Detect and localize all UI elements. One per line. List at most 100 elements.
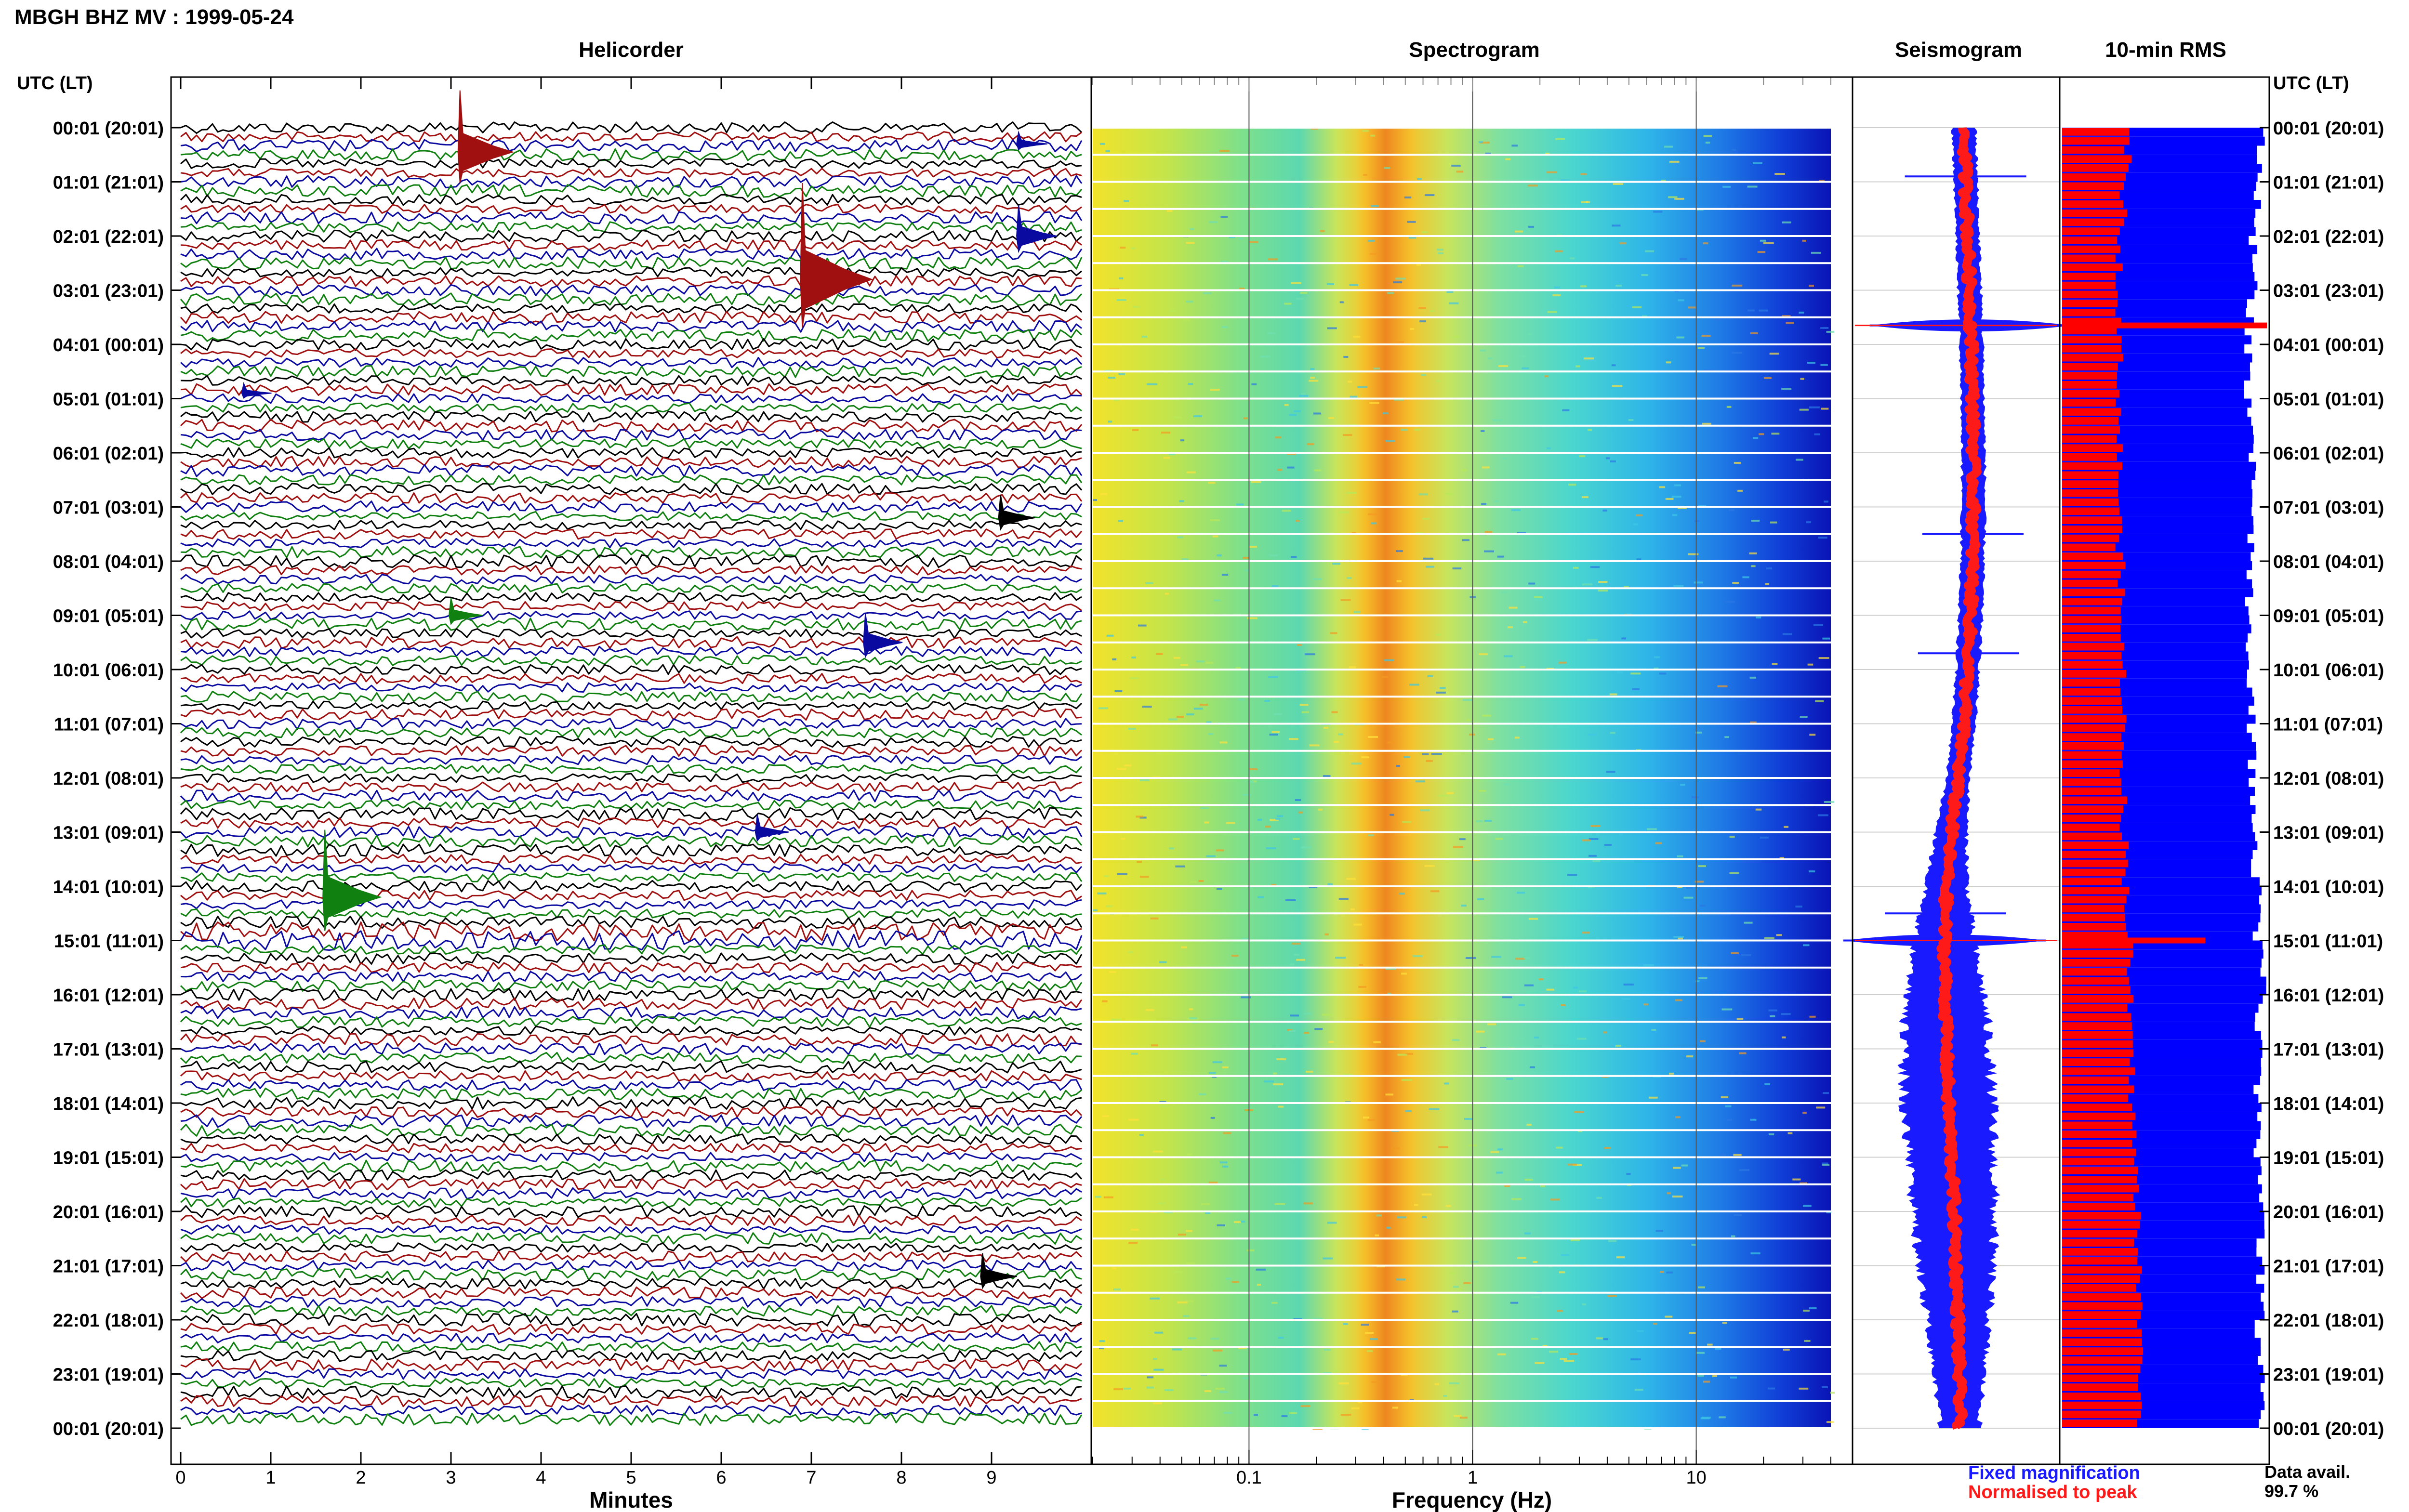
spectrogram-speckle	[1328, 1041, 1334, 1043]
spectrogram-speckle	[1725, 601, 1735, 603]
spectrogram-speckle	[1646, 828, 1657, 830]
helicorder-trace	[180, 1332, 1082, 1344]
spectrogram-speckle	[1324, 933, 1329, 935]
spectrogram-speckle	[1190, 881, 1197, 883]
helicorder-trace	[180, 826, 1083, 839]
spectrogram-speckle	[1517, 265, 1524, 267]
spectrogram-speckle	[1163, 457, 1170, 459]
helicorder-trace	[180, 664, 1082, 675]
spectrogram-speckle	[1210, 389, 1220, 391]
spectrogram-speckle	[1241, 996, 1251, 999]
spectrogram-speckle	[1401, 1079, 1412, 1081]
helicorder-trace	[180, 618, 1082, 631]
rms-bar-normalised	[2062, 1410, 2142, 1419]
helicorder-trace	[180, 1088, 1082, 1101]
rms-bar-normalised	[2062, 679, 2120, 687]
spectrogram-speckle	[1770, 521, 1777, 524]
helicorder-trace	[180, 139, 1083, 153]
helicorder-trace	[180, 357, 1083, 368]
spectrogram-speckle	[1295, 520, 1300, 522]
spectrogram-speckle	[1298, 811, 1303, 814]
spectrogram-speckle	[1528, 582, 1535, 585]
spectrogram-speckle	[1385, 968, 1396, 970]
spectrogram-speckle	[1217, 888, 1222, 890]
helicorder-trace	[180, 447, 1082, 459]
spectrogram-speckle	[1284, 302, 1292, 305]
rms-bar-normalised	[2062, 968, 2127, 976]
spectrogram-speckle	[1129, 677, 1139, 679]
spectrogram-speckle	[1290, 556, 1297, 558]
spectrogram-speckle	[1561, 1254, 1569, 1256]
time-tick-label: 14:01 (10:01)	[53, 877, 164, 897]
rms-bar-normalised	[2062, 435, 2117, 443]
helicorder-trace	[180, 428, 1082, 441]
time-tick-label: 00:01 (20:01)	[2273, 1419, 2384, 1439]
spectrogram-speckle	[1695, 980, 1700, 983]
spectrogram-speckle	[1764, 937, 1775, 939]
spectrogram-speckle	[1369, 1338, 1378, 1341]
spectrogram-speckle	[1365, 1332, 1374, 1334]
spectrogram-speckle	[1194, 708, 1203, 710]
spectrogram-speckle	[1226, 822, 1235, 824]
spectrogram-speckle	[1744, 921, 1753, 924]
spectrogram-speckle	[1426, 760, 1433, 762]
spectrogram-speckle	[1338, 1382, 1349, 1384]
spectrogram-speckle	[1306, 1070, 1313, 1073]
helicorder-panel: 0 1 2 3 4 5 6 7 8 9	[175, 77, 1083, 1488]
spectrogram-speckle	[1281, 1415, 1288, 1418]
spectrogram-speckle	[1102, 1000, 1108, 1002]
helicorder-trace	[180, 979, 1083, 992]
time-tick-label: 17:01 (13:01)	[2273, 1040, 2384, 1060]
rms-bar-normalised	[2062, 643, 2124, 651]
spectrogram-speckle	[1796, 459, 1803, 461]
spectrogram-speckle	[1418, 307, 1426, 309]
spectrogram-speckle	[1221, 261, 1229, 263]
spectrogram-speckle	[1795, 906, 1802, 908]
time-tick-label: 09:01 (05:01)	[2273, 606, 2384, 627]
spectrogram-speckle	[1438, 252, 1444, 254]
spectrogram-speckle	[1688, 306, 1696, 309]
spectrogram-speckle	[1659, 1271, 1664, 1273]
spectrogram-speckle	[1285, 899, 1296, 901]
spectrogram-speckle	[1164, 1389, 1174, 1392]
spectrogram-speckle	[1742, 576, 1749, 579]
spectrogram-speckle	[1799, 311, 1804, 314]
spectrogram-speckle	[1822, 1092, 1829, 1094]
time-tick-label: 00:01 (20:01)	[53, 1419, 164, 1439]
spectrogram-speckle	[1394, 398, 1404, 401]
spectrogram-speckle	[1367, 1119, 1375, 1121]
spectrogram-speckle	[1201, 1203, 1210, 1205]
time-tick-label: 20:01 (16:01)	[53, 1202, 164, 1223]
spectrogram-speckle	[1225, 1277, 1231, 1280]
rms-bar-normalised	[2062, 1284, 2136, 1292]
spectrogram-speckle	[1555, 138, 1565, 140]
spectrogram-speckle	[1827, 1421, 1834, 1423]
spectrogram-speckle	[1209, 221, 1218, 224]
spectrogram-speckle	[1152, 1358, 1157, 1360]
spectrogram-speckle	[1136, 815, 1143, 818]
spectrogram-speckle	[1755, 616, 1761, 618]
spectrogram-speckle	[1528, 918, 1538, 920]
legend-normalised-to-peak: Normalised to peak	[1968, 1482, 2137, 1502]
rms-bar-normalised	[2062, 733, 2121, 741]
spectrogram-speckle	[1617, 671, 1623, 674]
spectrogram-speckle	[1643, 1003, 1648, 1006]
rms-frame	[2059, 76, 2270, 1465]
spectrogram-speckle	[1208, 482, 1216, 484]
helicorder-trace	[180, 961, 1082, 973]
spectrogram-speckle	[1186, 713, 1194, 716]
seismogram-normalised-trace	[1936, 126, 1982, 1430]
spectrogram-speckle	[1683, 896, 1694, 899]
spectrogram-speckle	[1212, 535, 1218, 538]
spectrogram-speckle	[1752, 162, 1762, 164]
spectrogram-speckle	[1187, 1153, 1192, 1156]
spectrogram-speckle	[1376, 1214, 1382, 1217]
spectrogram-panel: 0.1 1 10	[1092, 77, 1853, 1488]
spectrogram-speckle	[1221, 574, 1229, 576]
spectrogram-speckle	[1803, 944, 1810, 947]
spectrogram-speckle	[1310, 368, 1315, 370]
spectrogram-speckle	[1584, 357, 1594, 360]
helicorder-trace	[180, 131, 1082, 143]
spectrogram-speckle	[1665, 498, 1674, 500]
spectrogram-speckle	[1301, 711, 1310, 713]
